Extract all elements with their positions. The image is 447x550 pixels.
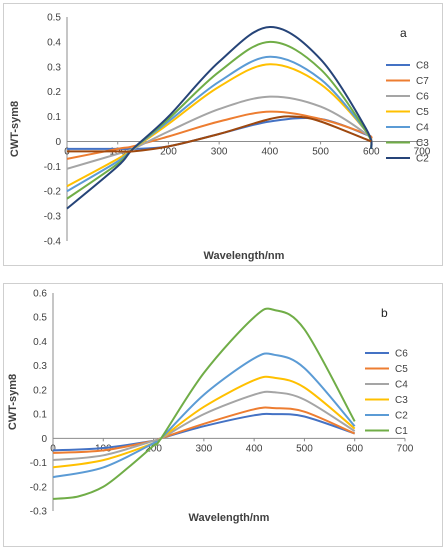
x-axis-title: Wavelength/nm (189, 512, 270, 524)
legend-label: C3 (416, 138, 429, 149)
chart-panel-b: -0.3 -0.2 -0.1 0 0.1 0.2 0.3 0.4 0.5 0.6 0 100 200 30… (3, 283, 443, 547)
series-line-c1 (52, 307, 356, 500)
panel-label: b (381, 306, 388, 320)
legend-label: C3 (395, 395, 408, 406)
y-tick-label: 0.2 (47, 87, 61, 98)
y-tick-label: 0 (55, 137, 61, 148)
x-tick-label: 300 (211, 146, 228, 157)
panel-label: a (400, 26, 407, 40)
y-tick-label: -0.2 (30, 482, 48, 493)
series-line-unlabeled (66, 115, 372, 153)
chart-a-svg: -0.4-0.3-0.2-0.100.10.20.30.40.50 100 200 3… (9, 13, 431, 263)
x-tick-label: 700 (414, 146, 431, 157)
legend-label: C8 (416, 61, 429, 72)
y-axis-title: CWT-sym8 (9, 101, 21, 157)
x-tick-label: 500 (296, 443, 313, 454)
legend-label: C4 (416, 123, 429, 134)
x-tick-label: 400 (262, 146, 279, 157)
x-tick-label: 400 (246, 443, 263, 454)
legend-label: C4 (395, 380, 408, 391)
legend-label: C6 (395, 349, 408, 360)
y-tick-label: 0.3 (33, 361, 47, 372)
x-tick-label: 300 (196, 443, 213, 454)
legend-label: C2 (416, 154, 429, 165)
x-tick-label: 200 (160, 146, 177, 157)
y-tick-label: 0.3 (47, 62, 61, 73)
y-tick-label: -0.4 (44, 237, 62, 248)
series-line-c2 (52, 352, 356, 479)
series-line-c6 (66, 95, 373, 170)
chart-b-svg: -0.3-0.2-0.100.10.20.30.40.50.60 100 200 30… (7, 289, 414, 525)
series-line-c6 (52, 412, 356, 452)
series-line-c5 (52, 406, 356, 454)
legend-label: C2 (395, 411, 408, 422)
y-tick-label: 0.6 (33, 289, 47, 300)
legend-label: C5 (395, 364, 408, 375)
y-tick-label: -0.2 (44, 187, 62, 198)
y-tick-label: 0.1 (47, 112, 61, 123)
y-tick-label: -0.1 (44, 162, 62, 173)
x-tick-label: 600 (363, 146, 380, 157)
y-tick-label: -0.3 (30, 507, 48, 518)
x-tick-label: 600 (346, 443, 363, 454)
y-tick-label: 0.5 (47, 13, 61, 24)
y-tick-label: 0.1 (33, 410, 47, 421)
x-tick-label: 200 (145, 443, 162, 454)
y-tick-label: 0.5 (33, 313, 47, 324)
x-tick-label: 700 (397, 443, 414, 454)
legend-label: C7 (416, 76, 429, 87)
series-line-c4 (52, 390, 356, 462)
x-tick-label: 0 (50, 443, 56, 454)
y-tick-label: 0.4 (47, 37, 61, 48)
legend-label: C6 (416, 92, 429, 103)
series-line-c2 (66, 25, 373, 210)
y-tick-label: -0.3 (44, 212, 62, 223)
y-tick-label: 0.4 (33, 337, 47, 348)
y-tick-label: -0.1 (30, 458, 48, 469)
y-tick-label: 0 (41, 434, 47, 445)
y-tick-label: 0.2 (33, 385, 47, 396)
x-axis-title: Wavelength/nm (204, 250, 285, 262)
legend-label: C1 (395, 426, 408, 437)
series-line-c3 (52, 375, 356, 469)
series-line-c7 (66, 110, 373, 160)
x-tick-label: 500 (312, 146, 329, 157)
legend-label: C5 (416, 107, 429, 118)
y-axis-title: CWT-sym8 (7, 374, 19, 430)
chart-panel-a: -0.4 -0.3 -0.2 -0.1 0 0.1 0.2 0.3 0.4 0.5 0 100 200 3… (3, 3, 443, 266)
